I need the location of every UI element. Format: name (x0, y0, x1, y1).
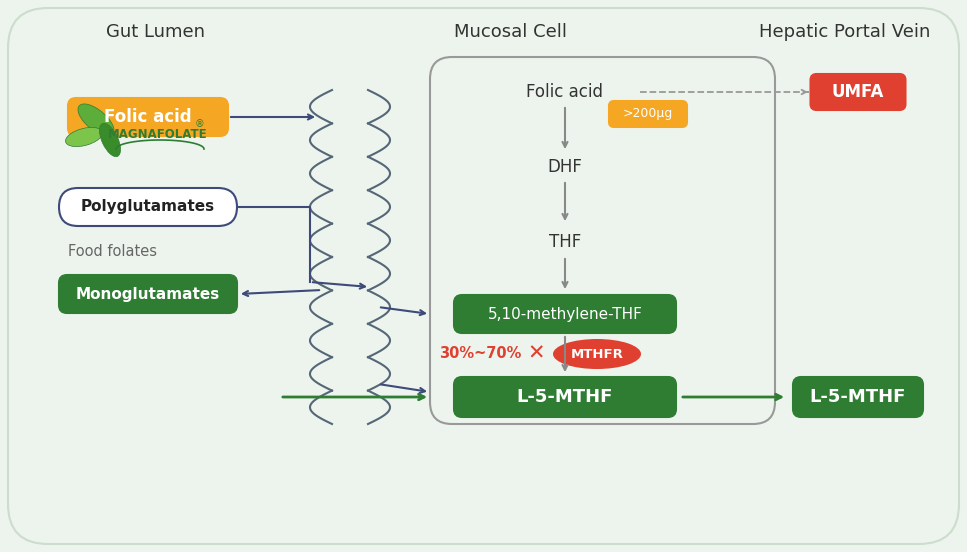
Text: UMFA: UMFA (832, 83, 884, 101)
Text: Mucosal Cell: Mucosal Cell (454, 23, 567, 41)
Ellipse shape (553, 339, 641, 369)
FancyBboxPatch shape (454, 295, 676, 333)
Text: 5,10-methylene-THF: 5,10-methylene-THF (487, 306, 642, 321)
Text: L-5-MTHF: L-5-MTHF (516, 388, 613, 406)
FancyBboxPatch shape (8, 8, 959, 544)
Text: Monoglutamates: Monoglutamates (75, 286, 220, 301)
Text: Gut Lumen: Gut Lumen (105, 23, 204, 41)
Ellipse shape (78, 104, 114, 136)
FancyBboxPatch shape (59, 188, 237, 226)
Text: MAGNAFOLATE: MAGNAFOLATE (108, 128, 208, 141)
Text: ®: ® (195, 119, 205, 129)
Text: Polyglutamates: Polyglutamates (81, 199, 215, 215)
Text: Hepatic Portal Vein: Hepatic Portal Vein (759, 23, 930, 41)
FancyBboxPatch shape (810, 74, 905, 110)
FancyBboxPatch shape (609, 101, 687, 127)
Text: L-5-MTHF: L-5-MTHF (809, 388, 906, 406)
Text: Food folates: Food folates (68, 245, 157, 259)
FancyBboxPatch shape (68, 98, 228, 136)
Text: DHF: DHF (547, 158, 582, 176)
Text: >200μg: >200μg (623, 108, 673, 120)
FancyBboxPatch shape (454, 377, 676, 417)
Text: Folic acid: Folic acid (104, 108, 191, 126)
Text: ✕: ✕ (527, 344, 544, 364)
Ellipse shape (100, 123, 121, 157)
FancyBboxPatch shape (793, 377, 923, 417)
Text: Folic acid: Folic acid (526, 83, 603, 101)
Text: 30%~70%: 30%~70% (439, 347, 521, 362)
FancyBboxPatch shape (59, 275, 237, 313)
Ellipse shape (66, 128, 103, 147)
Text: THF: THF (549, 233, 581, 251)
Text: MTHFR: MTHFR (571, 348, 624, 360)
